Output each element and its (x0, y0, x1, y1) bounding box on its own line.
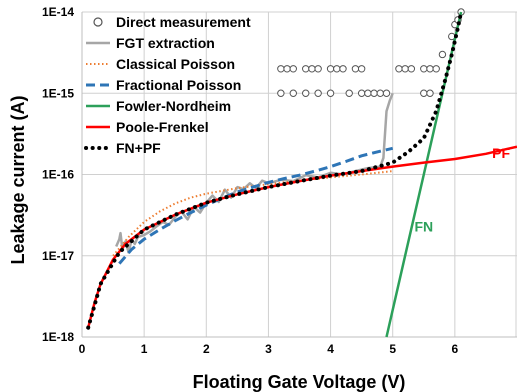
legend: Direct measurement FGT extraction Classica… (84, 14, 251, 156)
direct-measurement-marker (401, 65, 409, 73)
direct-measurement-marker (277, 89, 285, 97)
direct-measurement-marker (289, 65, 297, 73)
legend-fn-pf-label: FN+PF (116, 140, 161, 156)
annotations: PF FN (414, 145, 510, 234)
x-tick-label: 0 (79, 342, 86, 356)
direct-measurement-marker (277, 65, 285, 73)
direct-measurement-marker (407, 65, 416, 73)
legend-poole-frenkel-label: Poole-Frenkel (116, 119, 209, 135)
y-tick-label: 1E-14 (42, 5, 74, 19)
direct-measurement-marker (426, 89, 434, 97)
direct-measurement-marker (289, 89, 297, 97)
x-tick-label: 1 (141, 342, 148, 356)
x-tick-label: 2 (203, 342, 210, 356)
direct-measurement-marker (432, 65, 440, 73)
direct-measurement-marker (351, 65, 360, 73)
y-tick-label: 1E-17 (42, 249, 74, 263)
direct-measurement-marker (420, 65, 428, 73)
y-tick-label: 1E-18 (42, 330, 74, 344)
direct-measurement-marker (326, 65, 335, 73)
direct-measurement-marker (357, 65, 366, 73)
direct-measurement-marker (376, 89, 384, 97)
direct-measurement-marker (333, 65, 341, 73)
direct-measurement-marker (426, 65, 434, 73)
direct-measurement-marker (283, 65, 291, 73)
legend-fgt-extraction-label: FGT extraction (116, 35, 215, 51)
y-tick-label: 1E-16 (42, 168, 74, 182)
x-tick-label: 3 (265, 342, 272, 356)
direct-measurement-marker (370, 89, 378, 97)
legend-fractional-poisson-label: Fractional Poisson (116, 77, 241, 93)
direct-measurement-marker (382, 89, 391, 97)
direct-measurement-marker (302, 65, 310, 73)
fowler-nordheim-line (385, 11, 463, 338)
direct-measurement-marker (364, 89, 372, 97)
tick-labels: 0 1 2 3 4 5 6 1E-18 1E-17 1E-16 1E-15 1E-14 (42, 5, 459, 356)
y-axis-title: Leakage current (A) (8, 95, 28, 264)
x-tick-label: 4 (327, 342, 334, 356)
direct-measurement-marker (339, 65, 347, 73)
direct-measurement-marker (302, 89, 310, 97)
direct-measurement-marker (357, 89, 366, 97)
legend-fowler-nordheim-label: Fowler-Nordheim (116, 98, 231, 114)
direct-measurement-marker (420, 89, 428, 97)
legend-direct-measurement-swatch (93, 17, 103, 27)
direct-measurement-marker (326, 89, 335, 97)
annotation-pf: PF (492, 145, 510, 161)
series-layer (86, 8, 517, 338)
poole-frenkel-line (86, 145, 517, 329)
direct-measurement-marker (395, 65, 403, 73)
classical-poisson-line (112, 170, 393, 257)
direct-measurement-marker (308, 65, 316, 73)
direct-measurement-marker (345, 89, 353, 97)
x-tick-label: 5 (389, 342, 396, 356)
direct-measurement-marker (314, 89, 322, 97)
x-axis-title: Floating Gate Voltage (V) (193, 372, 406, 392)
fractional-poisson-line (118, 146, 394, 265)
fn-pf-line (86, 10, 464, 330)
y-tick-label: 1E-15 (42, 86, 74, 100)
annotation-fn: FN (414, 218, 433, 234)
legend-classical-poisson-label: Classical Poisson (116, 56, 235, 72)
legend-direct-measurement-label: Direct measurement (116, 14, 251, 30)
direct-measurement-marker (438, 50, 447, 59)
x-tick-label: 6 (452, 342, 459, 356)
direct-measurement-marker (314, 65, 322, 73)
